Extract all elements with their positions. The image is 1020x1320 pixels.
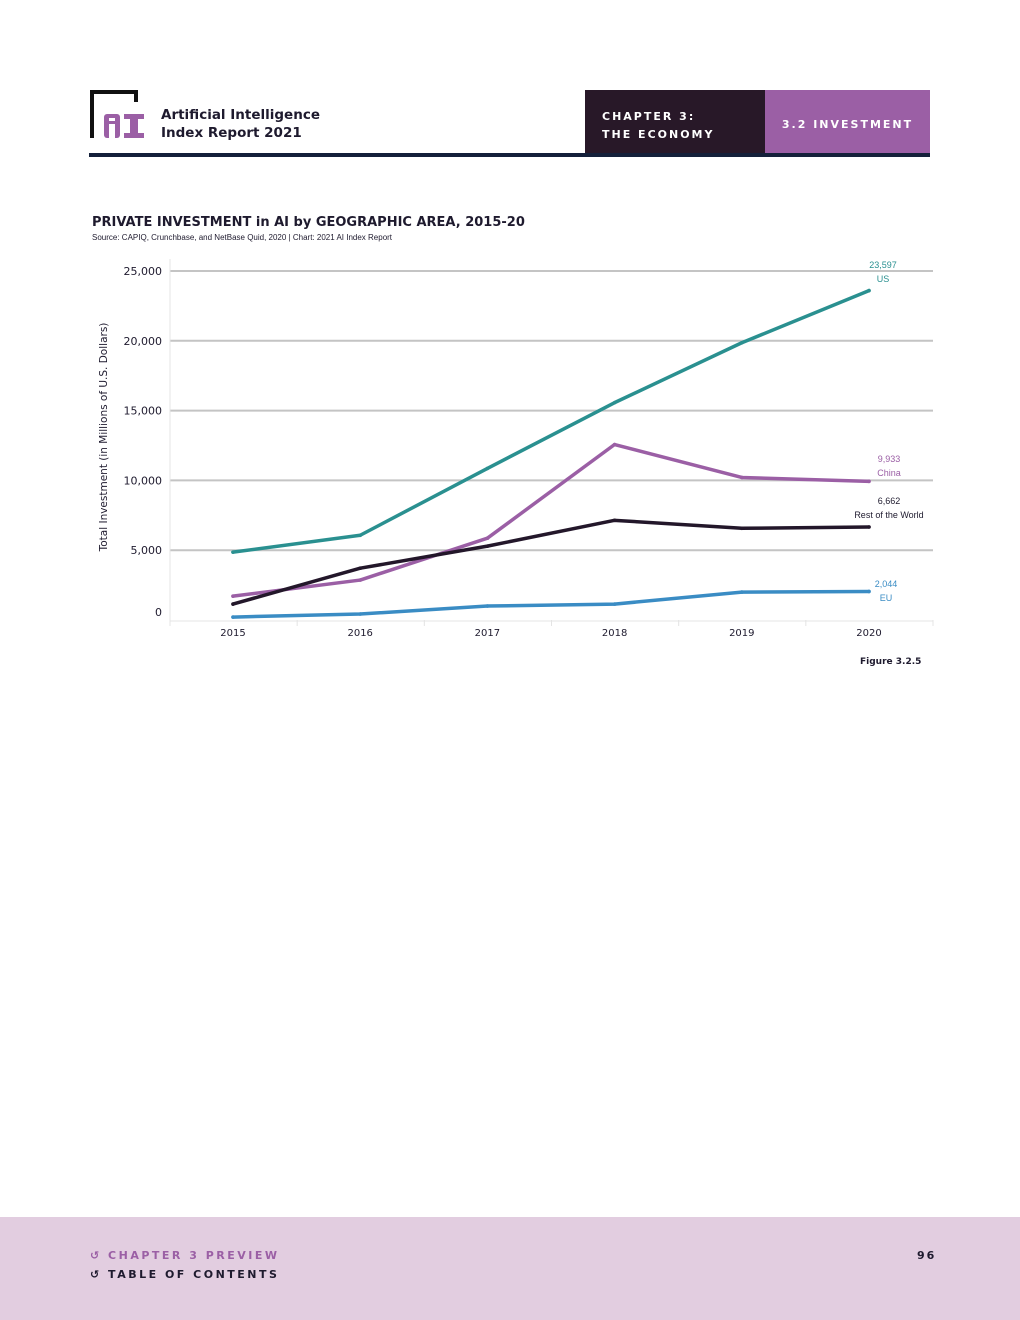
data-point: [740, 590, 744, 594]
data-point: [740, 526, 744, 531]
chapter-preview-link[interactable]: ↺ CHAPTER 3 PREVIEW: [90, 1249, 280, 1262]
data-point: [231, 594, 235, 598]
series-line-us: [231, 288, 871, 554]
data-point: [612, 442, 617, 447]
y-tick-label: 20,000: [124, 335, 163, 348]
toc-label: TABLE OF CONTENTS: [108, 1268, 280, 1281]
series-line-eu: [231, 589, 871, 619]
data-point: [485, 604, 490, 608]
x-tick-label: 2016: [347, 628, 372, 639]
x-tick-label: 2017: [475, 628, 500, 639]
data-point: [867, 589, 871, 594]
end-value-label: 9,933: [878, 454, 901, 464]
line-chart: 0 5,000 10,000 15,000 20,000 25,000 2015 2016 20…: [98, 259, 934, 639]
page-number: 96: [917, 1249, 937, 1262]
chapter-preview-label: CHAPTER 3 PREVIEW: [108, 1249, 280, 1262]
series-name-label: EU: [880, 593, 893, 603]
return-arrow-icon: ↺: [90, 1249, 109, 1262]
header-rule: [89, 153, 930, 157]
y-axis-label: Total Investment (in Millions of U.S. Do…: [98, 323, 110, 553]
data-point: [358, 612, 363, 616]
data-point: [358, 533, 363, 538]
data-point: [485, 544, 490, 548]
series-name-label: Rest of the World: [854, 510, 923, 520]
data-point: [867, 479, 871, 484]
series-line-rest-of-the-world: [231, 518, 871, 606]
x-tick-label: 2015: [220, 628, 245, 639]
report-brand: Artificial Intelligence Index Report 2021: [161, 106, 320, 142]
data-point: [612, 518, 617, 523]
chapter-line-1: CHAPTER 3:: [602, 110, 696, 123]
data-point: [612, 602, 617, 606]
y-tick-label: 5,000: [131, 544, 163, 557]
brand-line-2: Index Report 2021: [161, 125, 302, 141]
section-tab[interactable]: 3.2 INVESTMENT: [765, 90, 930, 153]
data-point: [612, 400, 617, 405]
y-tick-label: 25,000: [124, 265, 163, 278]
figure-label: Figure 3.2.5: [860, 657, 922, 667]
data-point: [231, 602, 235, 606]
footer: [0, 1217, 1020, 1320]
data-point: [231, 615, 235, 619]
series-name-label: China: [877, 468, 901, 478]
chapter-tab[interactable]: CHAPTER 3: THE ECONOMY: [585, 90, 765, 153]
x-tick-label: 2020: [856, 628, 881, 639]
y-tick-label: 10,000: [124, 474, 163, 487]
table-of-contents-link[interactable]: ↺ TABLE OF CONTENTS: [90, 1268, 279, 1281]
ai-index-logo: [90, 90, 144, 138]
series-line-china: [231, 442, 871, 598]
data-point: [740, 475, 744, 480]
data-point: [358, 566, 363, 571]
data-point: [867, 288, 871, 293]
end-value-label: 6,662: [878, 496, 901, 506]
y-tick-label: 0: [155, 606, 162, 619]
return-arrow-icon: ↺: [90, 1268, 109, 1281]
chart-source: Source: CAPIQ, Crunchbase, and NetBase Q…: [92, 233, 393, 242]
end-value-label: 2,044: [875, 579, 898, 589]
end-value-label: 23,597: [869, 260, 897, 270]
series-name-label: US: [877, 274, 890, 284]
data-point: [485, 536, 490, 540]
x-tick-label: 2018: [602, 628, 627, 639]
chapter-line-2: THE ECONOMY: [602, 128, 715, 141]
brand-line-1: Artificial Intelligence: [161, 107, 320, 123]
y-tick-label: 15,000: [124, 405, 163, 418]
data-point: [867, 525, 871, 529]
data-point: [358, 578, 363, 582]
chart-title: PRIVATE INVESTMENT in AI by GEOGRAPHIC A…: [92, 215, 525, 230]
data-point: [231, 550, 235, 554]
data-point: [485, 466, 490, 471]
x-tick-label: 2019: [729, 628, 754, 639]
data-point: [740, 340, 744, 345]
